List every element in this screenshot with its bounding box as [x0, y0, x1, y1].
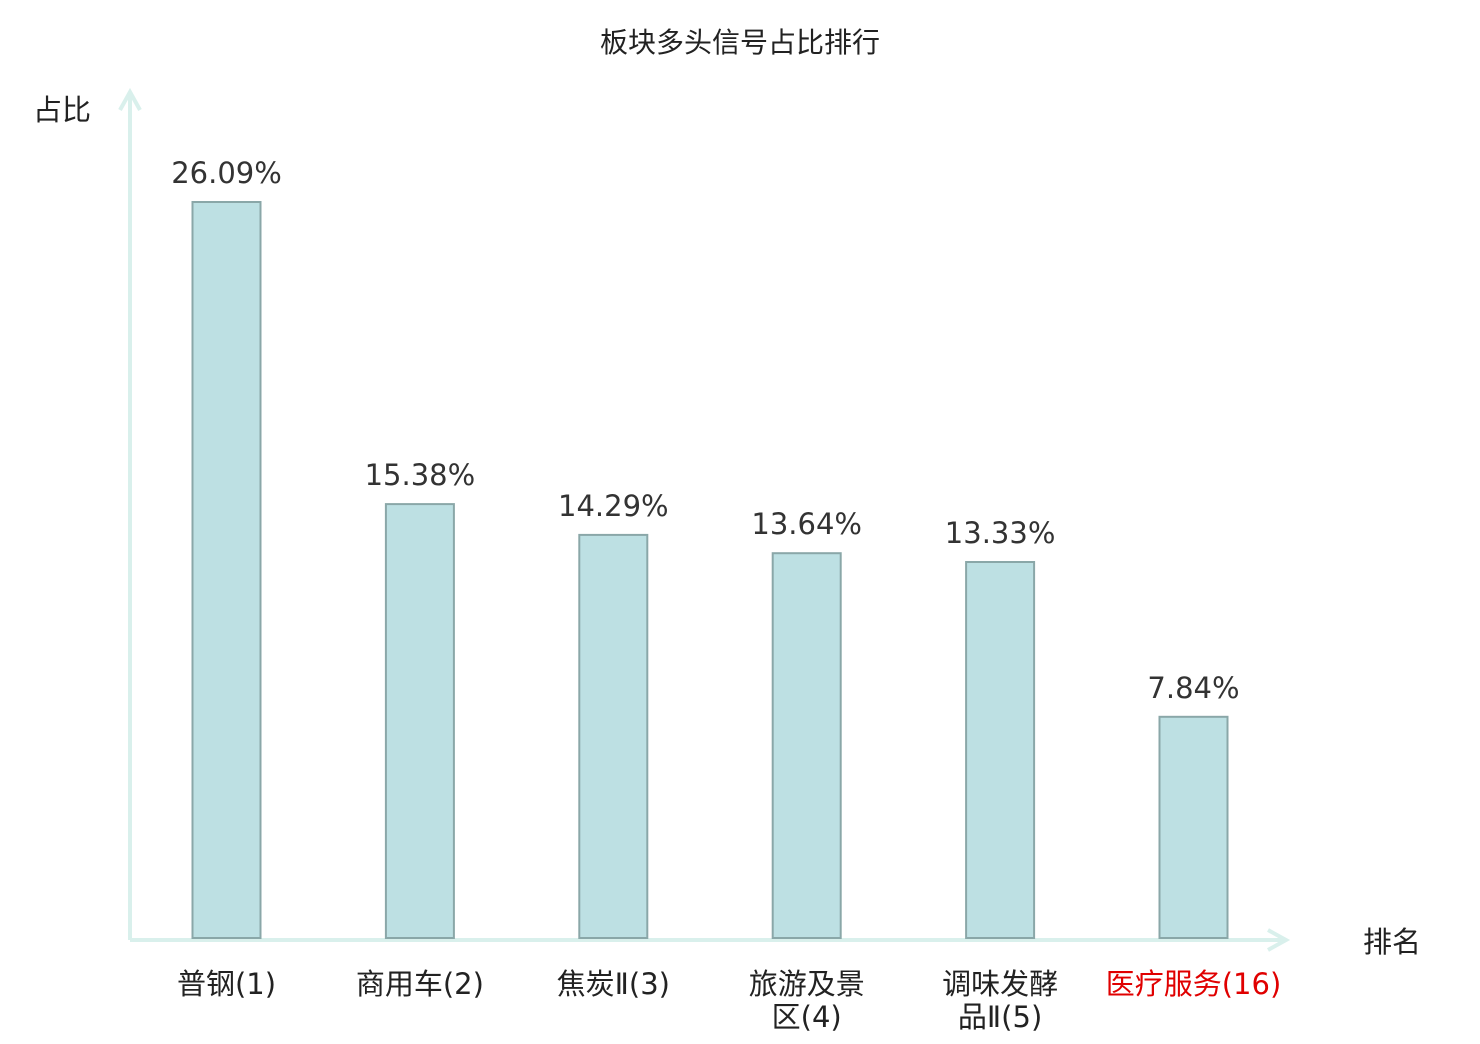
x-tick-label-line: 普钢(1) [177, 967, 276, 1001]
x-tick-label-line: 旅游及景 [749, 967, 865, 1001]
y-axis-arrow [118, 87, 142, 111]
x-tick-label-4: 旅游及景区(4) [749, 967, 865, 1034]
x-tick-label-2: 商用车(2) [356, 967, 484, 1001]
bar-5 [965, 561, 1036, 939]
x-tick-labels-group: 普钢(1) 商用车(2) 焦炭Ⅱ(3) 旅游及景区(4) 调味发酵品Ⅱ(5) 医疗服务(1… [177, 967, 1281, 1034]
x-axis-arrow [1267, 928, 1291, 952]
y-axis-label: 占比 [33, 93, 91, 127]
value-label-5: 13.33% [945, 516, 1056, 550]
bar-6 [1158, 715, 1229, 939]
x-tick-label-3: 焦炭Ⅱ(3) [557, 967, 670, 1001]
x-tick-label-5: 调味发酵品Ⅱ(5) [942, 967, 1058, 1034]
bar-3 [578, 533, 649, 940]
bar-4 [771, 552, 842, 939]
bar-1 [191, 201, 262, 939]
value-label-2: 15.38% [365, 458, 476, 492]
x-tick-label-line: 区(4) [772, 1000, 842, 1034]
value-label-3: 14.29% [558, 489, 669, 523]
x-tick-label-line: 医疗服务(16) [1106, 967, 1282, 1001]
x-tick-label-line: 品Ⅱ(5) [958, 1000, 1042, 1034]
bars-group [191, 201, 1229, 940]
x-tick-label-line: 调味发酵 [942, 967, 1058, 1001]
value-labels-group: 26.09% 15.38% 14.29% 13.64% 13.33% 7.84% [171, 156, 1239, 705]
x-tick-label-1: 普钢(1) [177, 967, 276, 1001]
x-tick-label-line: 焦炭Ⅱ(3) [557, 967, 670, 1001]
x-axis-label: 排名 [1363, 925, 1421, 959]
value-label-6: 7.84% [1147, 671, 1239, 705]
x-tick-label-6: 医疗服务(16) [1106, 967, 1282, 1001]
bar-2 [384, 503, 455, 939]
value-label-1: 26.09% [171, 156, 282, 190]
chart-title: 板块多头信号占比排行 [600, 26, 880, 59]
x-tick-label-line: 商用车(2) [356, 967, 484, 1001]
value-label-4: 13.64% [751, 507, 862, 541]
